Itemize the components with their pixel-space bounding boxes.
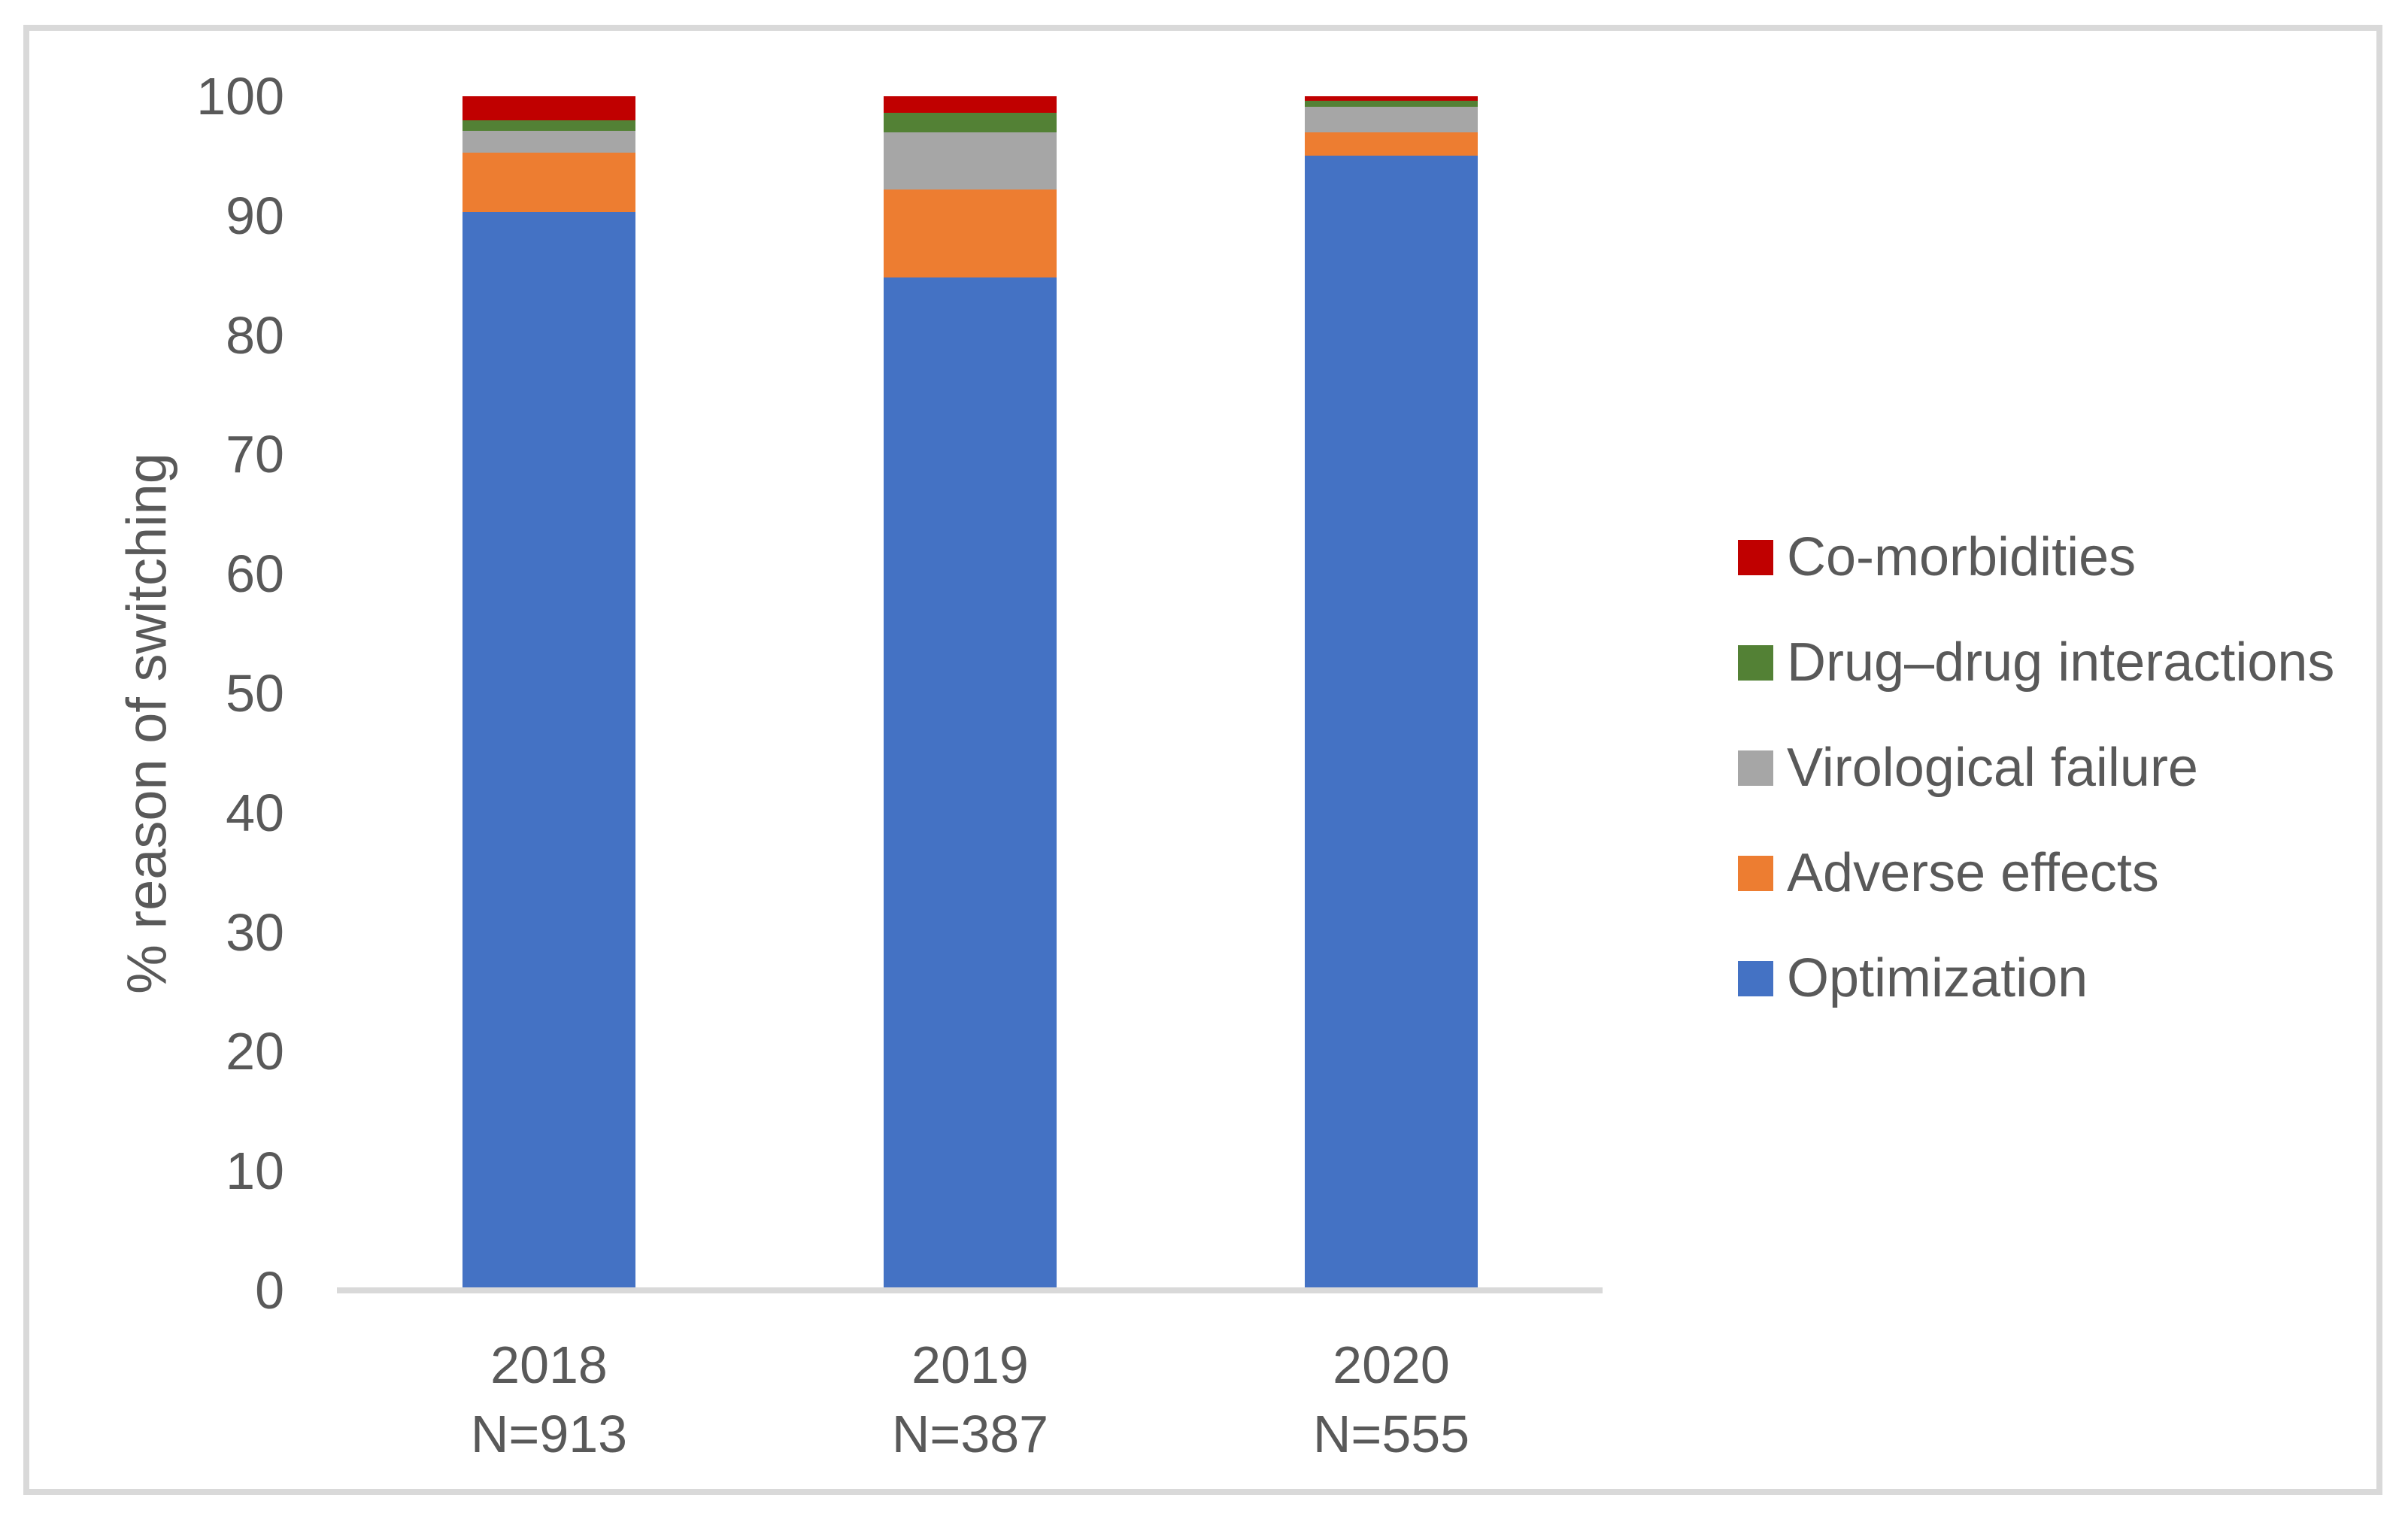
bar-segment-drug-drug-interactions: [884, 113, 1057, 132]
legend-item-drug-drug-interactions: Drug–drug interactions: [1738, 635, 2334, 690]
bar-segment-virological-failure: [1305, 107, 1478, 132]
legend-item-adverse-effects: Adverse effects: [1738, 846, 2159, 900]
bar-segment-drug-drug-interactions: [462, 120, 635, 131]
x-category-sublabel-2019: N=387: [891, 1405, 1049, 1463]
y-tick-label-40: 40: [226, 783, 284, 842]
legend-swatch-adverse-effects: [1738, 855, 1773, 891]
bar-column-2018: [462, 96, 635, 1289]
legend-label-drug-drug-interactions: Drug–drug interactions: [1787, 632, 2335, 693]
bar-segment-optimization: [462, 211, 635, 1289]
bar-segment-co-morbidities: [462, 96, 635, 120]
x-category-label-2019: 2019: [911, 1336, 1029, 1394]
legend-label-adverse-effects: Adverse effects: [1787, 843, 2159, 903]
y-tick-label-20: 20: [226, 1022, 284, 1081]
bar-segment-adverse-effects: [884, 189, 1057, 278]
legend-label-virological-failure: Virological failure: [1787, 738, 2198, 798]
bar-segment-adverse-effects: [462, 152, 635, 212]
legend-label-co-morbidities: Co-morbidities: [1787, 527, 2137, 587]
y-tick-label-100: 100: [196, 67, 284, 126]
legend-item-virological-failure: Virological failure: [1738, 741, 2198, 795]
y-tick-label-90: 90: [226, 186, 284, 245]
y-tick-label-30: 30: [226, 902, 284, 962]
y-tick-label-10: 10: [226, 1142, 284, 1201]
bar-segment-drug-drug-interactions: [1305, 101, 1478, 108]
legend-swatch-optimization: [1738, 960, 1773, 996]
y-tick-label-80: 80: [226, 305, 284, 365]
x-category-sublabel-2018: N=913: [470, 1405, 628, 1463]
legend-swatch-virological-failure: [1738, 750, 1773, 786]
bar-segment-co-morbidities: [1305, 96, 1478, 102]
y-tick-label-50: 50: [226, 664, 284, 723]
legend-item-optimization: Optimization: [1738, 951, 2088, 1005]
x-axis-line: [337, 1287, 1603, 1293]
figure-border: [23, 25, 2382, 1495]
bar-column-2020: [1305, 96, 1478, 1289]
bar-segment-optimization: [1305, 156, 1478, 1289]
x-category-sublabel-2020: N=555: [1312, 1405, 1470, 1463]
y-tick-label-70: 70: [226, 425, 284, 484]
legend-swatch-drug-drug-interactions: [1738, 644, 1773, 681]
legend-label-optimization: Optimization: [1787, 948, 2088, 1008]
bar-segment-co-morbidities: [884, 96, 1057, 114]
bar-segment-virological-failure: [462, 130, 635, 153]
bar-segment-virological-failure: [884, 132, 1057, 189]
bar-segment-optimization: [884, 277, 1057, 1289]
y-tick-label-60: 60: [226, 544, 284, 604]
legend-swatch-co-morbidities: [1738, 539, 1773, 575]
x-category-label-2018: 2018: [490, 1336, 608, 1394]
bar-column-2019: [884, 96, 1057, 1289]
bar-segment-adverse-effects: [1305, 132, 1478, 156]
legend-item-co-morbidities: Co-morbidities: [1738, 530, 2136, 584]
x-category-label-2020: 2020: [1333, 1336, 1450, 1394]
y-tick-label-0: 0: [255, 1261, 284, 1320]
